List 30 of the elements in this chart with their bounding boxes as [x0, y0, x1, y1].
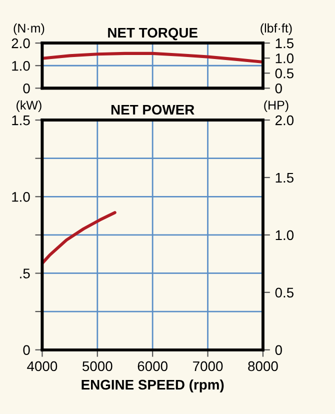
y2-tick-label: 0	[275, 84, 282, 94]
y-tick-label: .5	[20, 268, 30, 278]
y-tick-label: 0	[23, 84, 30, 94]
x-tick-label: 6000	[138, 361, 168, 372]
y-tick-label: 1.5	[12, 116, 30, 126]
y2-tick-label: 1.0	[276, 53, 294, 64]
y-axis-title: (N·m)	[14, 23, 44, 36]
y-tick-label: 2.0	[12, 38, 30, 48]
x-tick-label: 4000	[27, 361, 58, 372]
y2-axis-title: (HP)	[264, 100, 288, 112]
y2-tick-label: 1.0	[276, 230, 294, 240]
y-tick-label: 1.0	[12, 60, 30, 71]
chart-title: NET POWER	[111, 104, 194, 115]
line-series	[42, 211, 116, 265]
x-axis-title: ENGINE SPEED (rpm)	[82, 379, 224, 392]
chart-title: NET TORQUE	[108, 28, 198, 40]
y-tick-label: 1.0	[12, 192, 30, 202]
line-series	[42, 52, 263, 64]
y2-tick-label: 1.5	[276, 38, 294, 48]
y2-tick-label: 0.5	[275, 68, 294, 78]
y-tick-label: 0	[23, 345, 30, 355]
y-axis-title: (kW)	[16, 100, 42, 112]
y2-tick-label: 1.5	[276, 172, 294, 183]
y2-tick-label: 0	[275, 345, 282, 355]
x-tick-label: 8000	[248, 361, 278, 372]
x-tick-label: 7000	[193, 361, 223, 372]
x-tick-label: 5000	[82, 361, 112, 372]
y2-tick-label: 2.0	[275, 115, 294, 126]
y2-tick-label: 0.5	[275, 288, 294, 298]
y2-axis-title: (lbf·ft)	[260, 23, 292, 36]
